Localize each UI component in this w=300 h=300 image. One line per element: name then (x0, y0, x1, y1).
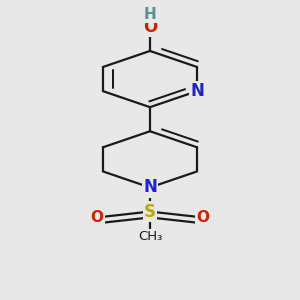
Text: S: S (144, 202, 156, 220)
Text: CH₃: CH₃ (138, 230, 162, 244)
Text: O: O (91, 210, 103, 225)
Text: N: N (190, 82, 204, 100)
Text: H: H (144, 7, 156, 22)
Text: O: O (143, 18, 157, 36)
Text: N: N (143, 178, 157, 196)
Text: O: O (196, 210, 209, 225)
